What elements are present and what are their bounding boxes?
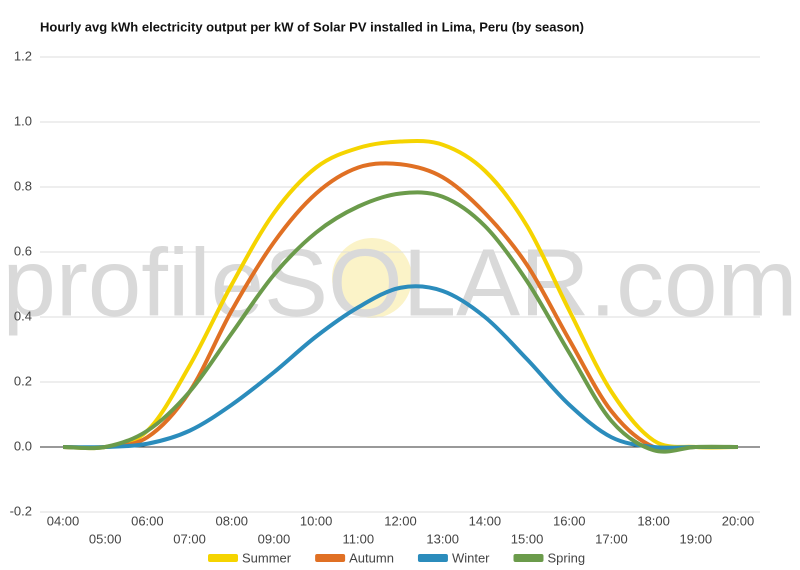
x-tick-label: 06:00 — [131, 513, 164, 528]
x-tick-label: 18:00 — [637, 513, 670, 528]
y-tick-label: 0.8 — [14, 178, 32, 193]
y-tick-label: 1.2 — [14, 48, 32, 63]
line — [62, 139, 739, 451]
y-tick-label: -0.2 — [10, 503, 32, 518]
line — [62, 284, 738, 450]
x-tick-label: 16:00 — [553, 513, 586, 528]
x-tick-label: 11:00 — [343, 531, 375, 546]
x-tick-label: 05:00 — [89, 531, 122, 546]
x-tick-label: 08:00 — [215, 513, 248, 528]
x-tick-label: 19:00 — [680, 531, 713, 546]
x-tick-label: 13:00 — [426, 531, 459, 546]
chart-title: Hourly avg kWh electricity output per kW… — [40, 19, 584, 34]
x-tick-label: 04:00 — [47, 513, 80, 528]
x-tick-label: 17:00 — [595, 531, 628, 546]
x-tick-label: 12:00 — [384, 513, 417, 528]
legend-swatch — [513, 554, 544, 562]
y-tick-label: 1.0 — [14, 113, 32, 128]
legend-swatch — [208, 554, 238, 562]
y-tick-label: 0.2 — [14, 373, 32, 388]
x-tick-label: 10:00 — [300, 513, 333, 528]
x-tick-label: 09:00 — [258, 531, 291, 546]
y-tick-label: 0.6 — [14, 243, 32, 258]
line — [62, 190, 739, 454]
watermark: profileSOLAR.com — [3, 229, 798, 336]
legend-label: Summer — [242, 550, 292, 565]
x-tick-label: 15:00 — [511, 531, 544, 546]
x-tick-label: 14:00 — [469, 513, 502, 528]
y-tick-label: 0.0 — [14, 438, 32, 453]
x-tick-label: 20:00 — [722, 513, 755, 528]
sun-logo — [332, 238, 412, 318]
legend-swatch — [417, 554, 448, 562]
legend-label: Autumn — [349, 550, 394, 565]
legend-label: Spring — [548, 550, 586, 565]
x-tick-label: 07:00 — [173, 531, 206, 546]
y-tick-label: 0.4 — [14, 308, 32, 323]
legend-swatch — [315, 554, 346, 562]
legend-label: Winter — [452, 550, 490, 565]
